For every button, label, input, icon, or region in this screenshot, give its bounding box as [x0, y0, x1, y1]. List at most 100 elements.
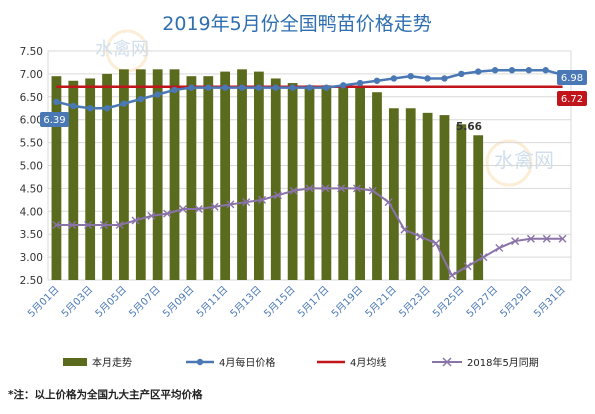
- x-tick-label: 5月05日: [93, 284, 129, 320]
- line-point: [511, 237, 520, 246]
- x-tick-label: 5月15日: [262, 284, 298, 320]
- line-point: [68, 221, 77, 230]
- svg-text:本月走势: 本月走势: [92, 356, 132, 369]
- bar: [169, 69, 180, 280]
- svg-text:4月每日价格: 4月每日价格: [219, 356, 275, 369]
- line-point: [238, 84, 246, 91]
- bar: [287, 83, 298, 280]
- line-point: [242, 198, 251, 207]
- blue-start-value: 6.39: [43, 115, 65, 126]
- bar: [439, 115, 450, 281]
- line-point: [542, 234, 551, 243]
- y-tick-label: 7.00: [20, 69, 43, 81]
- x-tick-label: 5月13日: [228, 284, 264, 320]
- line-point: [86, 105, 94, 112]
- line-point: [458, 70, 465, 78]
- line-point: [352, 184, 361, 193]
- bar: [372, 92, 382, 280]
- bar: [304, 85, 315, 280]
- line-point: [210, 202, 219, 211]
- legend-item-blue: 4月每日价格: [186, 356, 275, 369]
- line-point: [337, 184, 346, 193]
- y-tick-label: 4.00: [20, 206, 43, 218]
- line-point: [147, 211, 156, 220]
- line-point: [447, 271, 456, 280]
- line-point: [432, 239, 441, 248]
- x-tick-label: 5月19日: [329, 284, 365, 320]
- line-point: [289, 186, 298, 195]
- bar: [473, 135, 484, 280]
- bar: [119, 69, 129, 280]
- svg-text:4月均线: 4月均线: [350, 356, 386, 369]
- line-point: [508, 67, 516, 74]
- blue-end-value: 6.98: [561, 73, 583, 84]
- y-tick-label: 7.50: [20, 46, 43, 58]
- line-point: [340, 82, 347, 89]
- y-tick-label: 4.50: [20, 183, 43, 195]
- legend-item-avg: 4月均线: [317, 356, 386, 369]
- line-point: [321, 184, 330, 193]
- x-tick-label: 5月01日: [25, 284, 61, 320]
- bar: [152, 69, 163, 280]
- watermark-2: 水禽网: [485, 139, 554, 187]
- x-tick-label: 5月29日: [498, 284, 534, 320]
- y-axis: 2.50 3.00 3.50 4.00 4.50 5.00 5.50 6.00 6.50 7.00…: [20, 46, 43, 287]
- line-point: [70, 102, 77, 110]
- y-tick-label: 5.50: [20, 138, 43, 150]
- line-point: [495, 243, 504, 252]
- line-point: [188, 84, 195, 91]
- line-point: [407, 72, 414, 80]
- line-point: [390, 75, 398, 82]
- bar: [388, 108, 399, 280]
- line-point: [255, 84, 263, 91]
- line-point: [305, 184, 314, 193]
- x-tick-label: 5月07日: [127, 284, 163, 320]
- line-point: [373, 77, 381, 84]
- x-tick-label: 5月11日: [194, 284, 230, 320]
- line-point: [205, 84, 212, 91]
- line-point: [226, 200, 235, 209]
- legend-item-2018: 2018年5月同期: [432, 356, 539, 369]
- line-point: [221, 84, 229, 91]
- line-point: [542, 67, 549, 74]
- x-tick-label: 5月21日: [363, 284, 399, 320]
- line-point: [178, 205, 187, 214]
- y-tick-label: 2.50: [20, 275, 43, 287]
- line-point: [120, 100, 128, 107]
- line-point: [463, 262, 472, 271]
- x-tick-label: 5月25日: [430, 284, 466, 320]
- line-point: [441, 75, 448, 82]
- x-tick-label: 5月17日: [295, 284, 331, 320]
- x-axis: 5月01日5月03日5月05日5月07日5月09日5月11日5月13日5月15日…: [25, 284, 567, 320]
- svg-text:2018年5月同期: 2018年5月同期: [467, 356, 539, 369]
- line-point: [154, 91, 161, 98]
- x-tick-label: 5月31日: [532, 284, 568, 320]
- x-tick-label: 5月23日: [397, 284, 433, 320]
- blue-end-badge: 6.98: [557, 70, 587, 85]
- bar: [456, 124, 467, 280]
- footnote: *注：以上价格为全国九大主产区平均价格: [8, 388, 203, 401]
- line-point: [306, 84, 313, 91]
- line-point: [368, 186, 377, 195]
- bar: [220, 71, 231, 280]
- line-point: [194, 205, 203, 214]
- bar: [253, 71, 264, 280]
- x-tick-label: 5月03日: [59, 284, 95, 320]
- line-point: [103, 105, 111, 112]
- y-tick-label: 3.00: [20, 252, 43, 264]
- bar: [102, 73, 112, 281]
- x-tick-label: 5月27日: [464, 284, 500, 320]
- bar: [135, 69, 146, 280]
- watermark-2-text: 水禽网: [494, 148, 554, 172]
- bar-end-value: 5.66: [456, 121, 482, 133]
- line-point: [525, 67, 533, 74]
- line-point: [258, 195, 267, 204]
- watermark-text: 水禽网: [95, 39, 149, 60]
- avg-badge: 6.72: [557, 91, 587, 106]
- line-point: [137, 95, 144, 103]
- line-point: [323, 84, 330, 91]
- bar: [338, 85, 349, 280]
- bar: [68, 80, 79, 281]
- line-point: [99, 221, 108, 230]
